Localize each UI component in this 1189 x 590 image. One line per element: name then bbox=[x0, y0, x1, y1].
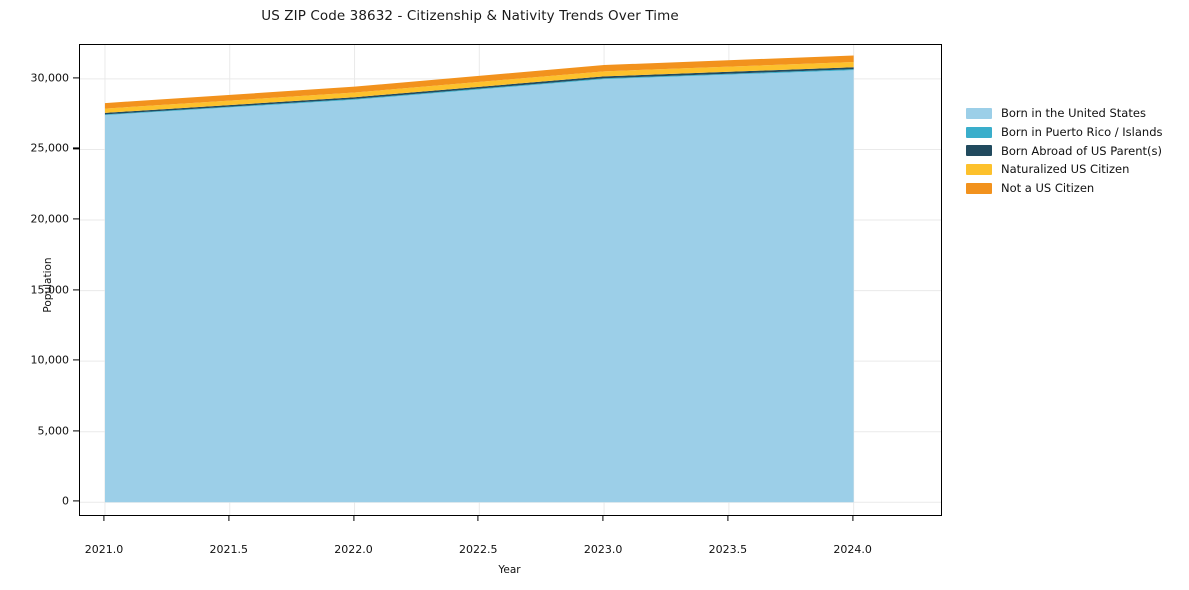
area-band bbox=[104, 70, 854, 503]
y-tick-label: 20,000 bbox=[30, 212, 70, 226]
x-tick-label: 2021.5 bbox=[209, 543, 248, 556]
y-tick-label: 15,000 bbox=[30, 283, 70, 297]
y-tick-label: 10,000 bbox=[30, 353, 70, 367]
legend-item-label: Naturalized US Citizen bbox=[1001, 162, 1130, 177]
stacked-area-plot bbox=[80, 45, 941, 515]
legend-color-swatch bbox=[966, 145, 992, 157]
y-tick-label: 5,000 bbox=[37, 424, 70, 438]
legend-item[interactable]: Not a US Citizen bbox=[966, 179, 1184, 198]
area-bands bbox=[104, 55, 854, 503]
y-axis-label: Population bbox=[42, 257, 54, 313]
x-tick-label: 2022.0 bbox=[334, 543, 373, 556]
area-band bbox=[104, 61, 854, 113]
legend-color-swatch bbox=[966, 163, 992, 175]
x-axis-label: Year bbox=[498, 564, 521, 576]
x-tick-label: 2023.0 bbox=[583, 543, 623, 556]
legend-item[interactable]: Born in Puerto Rico / Islands bbox=[966, 123, 1184, 142]
legend-color-swatch bbox=[966, 126, 992, 138]
area-band bbox=[104, 67, 854, 115]
legend-item[interactable]: Naturalized US Citizen bbox=[966, 160, 1184, 179]
x-tick-label: 2021.0 bbox=[84, 543, 124, 556]
legend-item[interactable]: Born Abroad of US Parent(s) bbox=[966, 141, 1184, 160]
y-tick-label: 25,000 bbox=[30, 141, 70, 155]
legend-item-label: Born in the United States bbox=[1001, 106, 1146, 121]
y-tick-label: 0 bbox=[62, 494, 69, 508]
legend-item[interactable]: Born in the United States bbox=[966, 104, 1184, 123]
chart-legend: Born in the United States Born in Puerto … bbox=[966, 104, 1184, 197]
legend-item-label: Born in Puerto Rico / Islands bbox=[1001, 125, 1163, 140]
plot-area bbox=[79, 44, 942, 516]
x-tick-label: 2023.5 bbox=[708, 543, 748, 556]
x-tick-label: 2024.0 bbox=[833, 543, 872, 556]
x-tick-label: 2022.5 bbox=[459, 543, 498, 556]
legend-color-swatch bbox=[966, 182, 992, 194]
legend-color-swatch bbox=[966, 107, 992, 119]
legend-item-label: Born Abroad of US Parent(s) bbox=[1001, 143, 1162, 158]
y-tick-label: 30,000 bbox=[30, 71, 70, 85]
chart-title: US ZIP Code 38632 - Citizenship & Nativi… bbox=[261, 8, 679, 24]
area-band bbox=[104, 55, 854, 109]
legend-item-label: Not a US Citizen bbox=[1001, 181, 1095, 196]
